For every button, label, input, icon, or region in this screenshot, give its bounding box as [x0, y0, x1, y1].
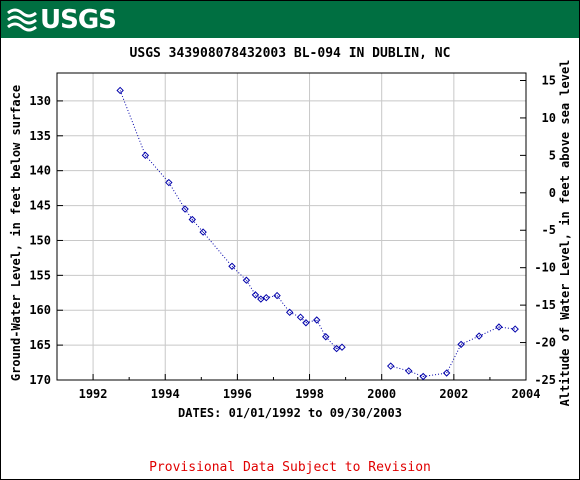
- series-line-segment: [266, 295, 278, 299]
- data-point: [313, 316, 321, 324]
- y-right-tick-label: 10: [542, 111, 556, 125]
- usgs-banner: USGS: [1, 1, 579, 38]
- y-left-tick-label: 160: [29, 303, 51, 317]
- data-point: [251, 291, 260, 299]
- x-tick-label: 1996: [223, 387, 252, 401]
- y-right-tick-label: 5: [549, 148, 556, 162]
- data-point: [257, 295, 265, 303]
- series-line-segment: [202, 231, 233, 267]
- data-point: [405, 367, 413, 375]
- y-right-tick-label: -15: [534, 298, 556, 312]
- series-line-segment: [168, 182, 186, 210]
- data-point: [475, 332, 483, 340]
- series-line-segment: [119, 90, 146, 156]
- data-point: [332, 344, 341, 353]
- y-left-tick-label: 130: [29, 94, 51, 108]
- data-point: [285, 308, 294, 317]
- y-right-tick-label: -25: [534, 373, 556, 387]
- data-point: [262, 293, 270, 302]
- series-line-segment: [300, 316, 307, 324]
- data-point: [511, 325, 519, 333]
- data-point: [141, 151, 150, 160]
- y-left-tick-label: 165: [29, 338, 51, 352]
- y-right-tick-label: 0: [549, 186, 556, 200]
- data-point: [338, 343, 346, 351]
- series-line-segment: [460, 335, 480, 345]
- data-point: [387, 362, 395, 370]
- usgs-logo[interactable]: USGS: [7, 5, 117, 35]
- series-line-segment: [305, 319, 317, 324]
- usgs-wave-icon: [7, 8, 37, 32]
- series-line-segment: [231, 265, 247, 281]
- data-point: [419, 372, 427, 381]
- y-left-tick-label: 135: [29, 129, 51, 143]
- data-point: [242, 276, 251, 284]
- series-line-segment: [423, 372, 447, 378]
- data-point: [165, 178, 173, 187]
- x-tick-label: 2002: [439, 387, 468, 401]
- y-right-tick-label: -5: [542, 223, 556, 237]
- data-point: [228, 262, 236, 270]
- data-point: [442, 369, 451, 377]
- series-line-segment: [260, 297, 267, 300]
- x-tick-label: 1998: [295, 387, 324, 401]
- data-point: [199, 228, 207, 236]
- usgs-logo-text: USGS: [40, 5, 117, 35]
- y-left-tick-label: 155: [29, 268, 51, 282]
- x-tick-label: 1992: [79, 387, 108, 401]
- y-right-tick-label: 15: [542, 73, 556, 87]
- series-line-segment: [336, 346, 343, 350]
- series-line-segment: [276, 295, 291, 313]
- series-line-segment: [478, 326, 500, 337]
- data-point: [296, 313, 305, 321]
- plot-border: [56, 72, 527, 381]
- data-point: [188, 215, 196, 224]
- y-right-tick-label: -20: [534, 336, 556, 350]
- y-left-tick-label: 145: [29, 199, 51, 213]
- data-point: [116, 86, 124, 95]
- x-tick-label: 1994: [151, 387, 180, 401]
- y-left-tick-label: 140: [29, 164, 51, 178]
- x-tick-label: 2000: [367, 387, 396, 401]
- y-right-tick-label: -10: [534, 261, 556, 275]
- series-line-segment: [255, 294, 262, 300]
- data-point: [302, 319, 310, 327]
- x-tick-label: 2004: [512, 387, 541, 401]
- x-axis-label: DATES: 01/01/1992 to 09/30/2003: [178, 406, 402, 420]
- y-left-tick-label: 170: [29, 373, 51, 387]
- data-point: [495, 323, 503, 331]
- data-point: [322, 333, 330, 341]
- y-left-tick-label: 150: [29, 233, 51, 247]
- series-line-segment: [184, 208, 193, 220]
- series-line-segment: [316, 319, 327, 337]
- data-point: [457, 340, 465, 349]
- data-point: [273, 291, 281, 300]
- provisional-notice: Provisional Data Subject to Revision: [149, 460, 431, 475]
- series-line-segment: [390, 365, 409, 372]
- data-point: [181, 205, 189, 213]
- chart-title: USGS 343908078432003 BL-094 IN DUBLIN, N…: [129, 46, 451, 61]
